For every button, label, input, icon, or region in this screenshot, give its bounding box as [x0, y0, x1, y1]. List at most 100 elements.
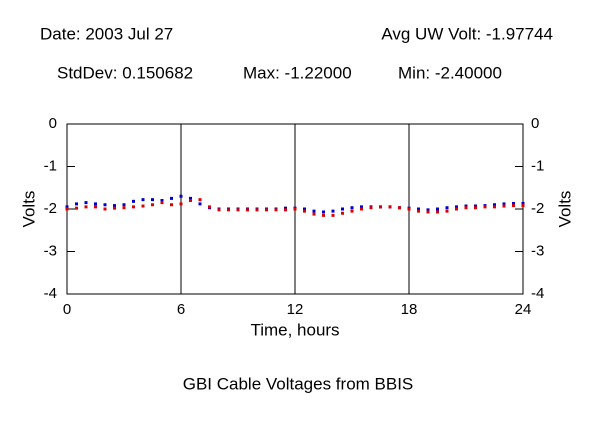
data-point: [331, 213, 335, 217]
y2-tick-label: -1: [531, 157, 544, 174]
data-point: [512, 201, 515, 205]
data-point: [331, 209, 335, 213]
data-point: [198, 198, 202, 202]
x-tick-label: 18: [401, 301, 418, 318]
data-point: [141, 204, 145, 208]
data-point: [113, 204, 116, 208]
data-point: [521, 204, 525, 208]
data-point: [502, 204, 506, 208]
data-point: [84, 201, 88, 205]
data-point: [274, 208, 278, 212]
max: Max: -1.22000: [243, 63, 352, 82]
x-axis-label: Time, hours: [250, 320, 339, 339]
data-point: [474, 204, 477, 208]
data-point: [398, 206, 401, 210]
data-point: [312, 212, 316, 216]
data-point: [303, 207, 306, 211]
data-point: [160, 199, 164, 202]
data-point: [426, 210, 430, 214]
data-point: [160, 201, 164, 205]
data-point: [179, 202, 183, 206]
data-point: [303, 209, 306, 213]
y-tick-label: 0: [49, 115, 57, 132]
y2-axis-label: Volts: [555, 191, 574, 228]
data-point: [322, 213, 325, 217]
data-point: [246, 208, 249, 212]
data-point: [474, 206, 477, 210]
y2-tick-label: 0: [531, 115, 539, 132]
data-point: [436, 207, 439, 211]
data-point: [75, 206, 78, 210]
stddev: StdDev: 0.150682: [57, 63, 193, 82]
data-point: [103, 207, 107, 211]
data-point: [189, 199, 192, 202]
data-point: [189, 196, 192, 200]
data-point: [379, 205, 382, 209]
data-point: [464, 204, 468, 208]
data-point: [94, 202, 97, 206]
data-point: [227, 208, 230, 212]
data-point: [417, 209, 420, 213]
data-point: [255, 208, 259, 212]
data-point: [151, 203, 154, 207]
y-tick-label: -1: [44, 157, 57, 174]
data-point: [198, 202, 202, 206]
data-point: [417, 207, 420, 211]
data-point: [284, 208, 287, 212]
data-point: [360, 205, 363, 209]
data-point: [350, 206, 354, 210]
data-point: [388, 205, 392, 209]
data-point: [170, 196, 173, 200]
data-point: [312, 209, 316, 213]
data-point: [512, 204, 515, 208]
min: Min: -2.40000: [398, 63, 502, 82]
data-point: [455, 207, 458, 211]
data-point: [151, 198, 154, 202]
data-point: [65, 205, 69, 209]
data-point: [322, 210, 325, 214]
y2-tick-label: -4: [531, 285, 544, 302]
data-point: [94, 205, 97, 209]
data-point: [350, 209, 354, 213]
data-point: [464, 206, 468, 210]
data-point: [483, 205, 487, 209]
data-point: [113, 206, 116, 210]
x-tick-label: 24: [515, 301, 532, 318]
data-point: [341, 207, 344, 211]
avg-volt: Avg UW Volt: -1.97744: [381, 24, 553, 43]
chart-title: GBI Cable Voltages from BBIS: [183, 374, 414, 393]
data-point: [265, 208, 268, 212]
data-point: [75, 202, 78, 206]
data-point: [122, 203, 126, 207]
data-point: [236, 208, 240, 212]
data-point: [284, 206, 287, 210]
data-point: [132, 199, 135, 203]
data-point: [170, 203, 173, 207]
data-point: [445, 206, 449, 210]
data-point: [179, 194, 183, 198]
data-point: [521, 201, 525, 205]
data-point: [132, 205, 135, 209]
data-point: [103, 203, 107, 207]
y2-tick-label: -2: [531, 200, 544, 217]
x-tick-label: 12: [287, 301, 304, 318]
data-point: [208, 205, 211, 209]
x-tick-label: 6: [177, 301, 185, 318]
data-point: [217, 208, 221, 212]
data-point: [407, 207, 411, 211]
y-axis-label: Volts: [19, 191, 38, 228]
data-point: [369, 206, 373, 210]
data-point: [445, 209, 449, 213]
data-point: [360, 207, 363, 211]
data-point: [426, 208, 430, 212]
data-point: [341, 211, 344, 215]
y-tick-label: -3: [44, 242, 57, 259]
data-point: [141, 198, 145, 202]
data-point: [84, 205, 88, 209]
data-point: [65, 207, 69, 211]
y2-tick-label: -3: [531, 242, 544, 259]
y-tick-label: -4: [44, 285, 57, 302]
y-tick-label: -2: [44, 200, 57, 217]
